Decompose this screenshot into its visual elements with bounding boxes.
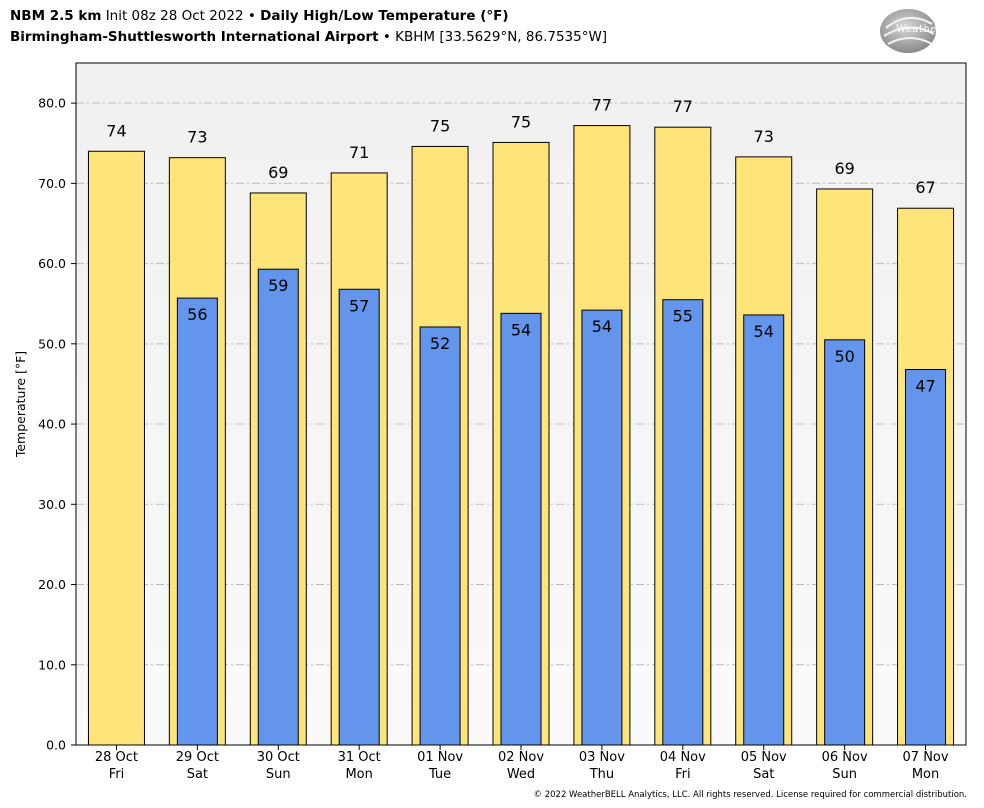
high-temp-label: 69 [268, 163, 288, 182]
chart-header: NBM 2.5 km Init 08z 28 Oct 2022 • Daily … [10, 6, 607, 48]
header-line-1: NBM 2.5 km Init 08z 28 Oct 2022 • Daily … [10, 6, 607, 27]
low-temp-bar [176, 297, 218, 746]
high-temp-label: 71 [349, 143, 369, 162]
chart-title: Daily High/Low Temperature (°F) [260, 8, 509, 24]
x-tick-date: 02 Nov [498, 750, 544, 765]
x-tick-day: Sun [832, 767, 857, 782]
x-tick-date: 06 Nov [822, 750, 868, 765]
init-time: Init 08z 28 Oct 2022 [105, 8, 244, 24]
x-tick-date: 28 Oct [95, 750, 138, 765]
x-tick-date: 05 Nov [741, 750, 787, 765]
y-tick-label: 30.0 [38, 497, 66, 512]
low-temp-label: 55 [673, 307, 693, 326]
low-temp-label: 54 [592, 317, 612, 336]
x-tick-day: Sun [266, 767, 291, 782]
y-tick-label: 0.0 [46, 738, 66, 753]
low-temp-bar [419, 326, 461, 746]
x-tick-day: Wed [507, 767, 535, 782]
station-meta: KBHM [33.5629°N, 86.7535°W] [395, 29, 608, 45]
x-tick-date: 29 Oct [176, 750, 219, 765]
x-tick-day: Thu [589, 767, 614, 782]
x-tick-day: Sat [753, 767, 774, 782]
high-temp-label: 73 [754, 127, 774, 146]
high-temp-label: 77 [673, 97, 693, 116]
high-temp-label: 75 [511, 112, 531, 131]
model-name: NBM 2.5 km [10, 8, 102, 24]
high-temp-label: 77 [592, 96, 612, 115]
x-tick-date: 07 Nov [903, 750, 949, 765]
plot-frame [75, 62, 967, 746]
header-separator: • [247, 8, 256, 24]
y-tick-label: 70.0 [38, 176, 66, 191]
x-tick-date: 30 Oct [257, 750, 300, 765]
y-axis-label: Temperature [°F] [13, 351, 28, 458]
x-tick-date: 01 Nov [417, 750, 463, 765]
x-tick-day: Tue [428, 767, 451, 782]
low-temp-bar [905, 368, 947, 746]
low-temp-label: 47 [915, 376, 935, 395]
high-temp-label: 74 [106, 121, 126, 140]
low-temp-label: 52 [430, 334, 450, 353]
low-temp-bar [257, 268, 299, 746]
y-tick-label: 10.0 [38, 657, 66, 672]
header-separator: • [382, 29, 391, 45]
low-temp-bar [581, 309, 623, 746]
x-tick-date: 04 Nov [660, 750, 706, 765]
weatherbell-logo-icon [880, 9, 936, 53]
low-temp-label: 54 [754, 322, 774, 341]
x-tick-day: Fri [675, 767, 691, 782]
x-tick-day: Mon [912, 767, 939, 782]
low-temp-label: 50 [834, 347, 854, 366]
low-temp-bar [824, 339, 866, 746]
copyright-footer: © 2022 WeatherBELL Analytics, LLC. All r… [533, 790, 967, 800]
y-tick-label: 80.0 [38, 96, 66, 111]
high-temp-label: 75 [430, 116, 450, 135]
y-tick-label: 60.0 [38, 256, 66, 271]
x-tick-date: 31 Oct [338, 750, 381, 765]
y-tick-label: 40.0 [38, 417, 66, 432]
low-temp-label: 59 [268, 276, 288, 295]
x-tick-day: Mon [345, 767, 372, 782]
high-temp-label: 67 [915, 178, 935, 197]
logo-text: WeatherBELL [896, 24, 972, 35]
high-temp-label: 69 [834, 159, 854, 178]
low-temp-bar [500, 312, 542, 746]
high-temp-label: 73 [187, 128, 207, 147]
high-temp-bar [87, 150, 145, 746]
low-temp-bar [743, 314, 785, 746]
low-temp-label: 57 [349, 296, 369, 315]
station-name: Birmingham-Shuttlesworth International A… [10, 29, 379, 45]
y-tick-label: 20.0 [38, 577, 66, 592]
low-temp-bar [662, 299, 704, 746]
low-temp-bar [338, 288, 380, 746]
y-tick-label: 50.0 [38, 336, 66, 351]
x-tick-day: Fri [109, 767, 125, 782]
header-line-2: Birmingham-Shuttlesworth International A… [10, 27, 607, 48]
x-tick-date: 03 Nov [579, 750, 625, 765]
low-temp-label: 54 [511, 320, 531, 339]
low-temp-label: 56 [187, 305, 207, 324]
x-tick-day: Sat [187, 767, 208, 782]
